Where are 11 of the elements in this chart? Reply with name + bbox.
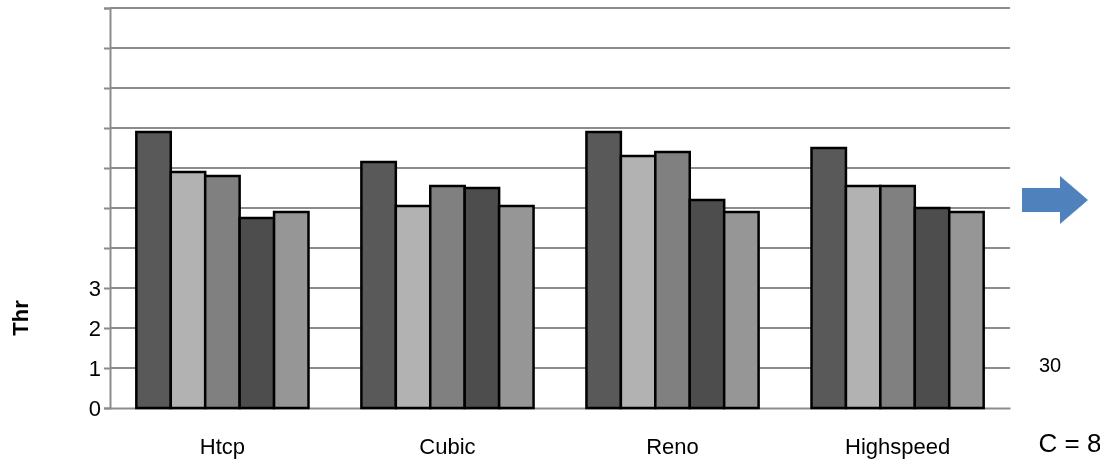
y-tick-label: 2 bbox=[88, 315, 101, 341]
x-tick-label: Highspeed bbox=[844, 433, 951, 459]
x-tick-label: Cubic bbox=[419, 433, 476, 459]
y-tick-label: 1 bbox=[88, 355, 101, 381]
y-tick-label: 0 bbox=[88, 395, 101, 421]
y-axis-title: Thr bbox=[8, 299, 33, 336]
text: C = 8 bbox=[1038, 428, 1100, 458]
y-tick-label: 3 bbox=[88, 275, 101, 301]
x-tick-label: Htcp bbox=[199, 433, 246, 459]
x-tick-label: Reno bbox=[646, 433, 699, 459]
text: 30 bbox=[1038, 354, 1062, 376]
